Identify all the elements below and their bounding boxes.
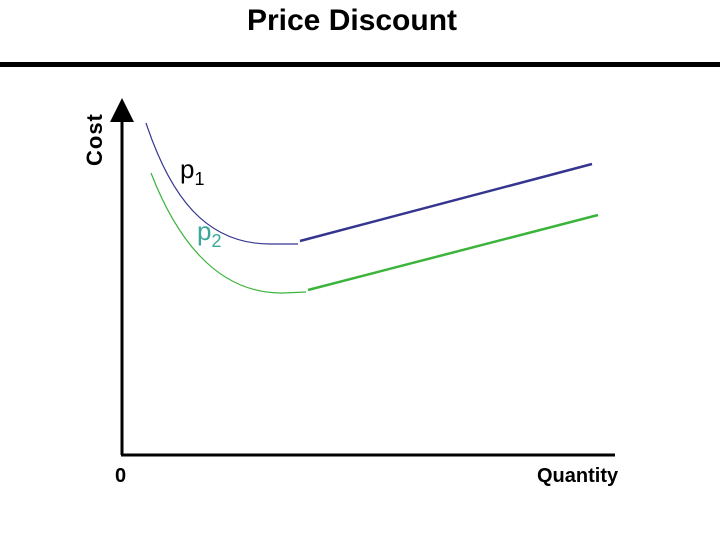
curve-p1-label: p1 (180, 154, 204, 189)
x-axis-label: Quantity (537, 465, 619, 487)
curve-p2-increasing (307, 213, 599, 292)
curve-p1-decreasing (145, 122, 298, 245)
y-axis-label: Cost (82, 113, 107, 166)
page-title: Price Discount (246, 4, 458, 37)
curve-p2-decreasing (150, 172, 307, 294)
curve-p2-label: p2 (197, 216, 221, 251)
curve-p1-increasing (299, 162, 593, 243)
title-divider (0, 62, 720, 67)
origin-label: 0 (115, 465, 126, 487)
